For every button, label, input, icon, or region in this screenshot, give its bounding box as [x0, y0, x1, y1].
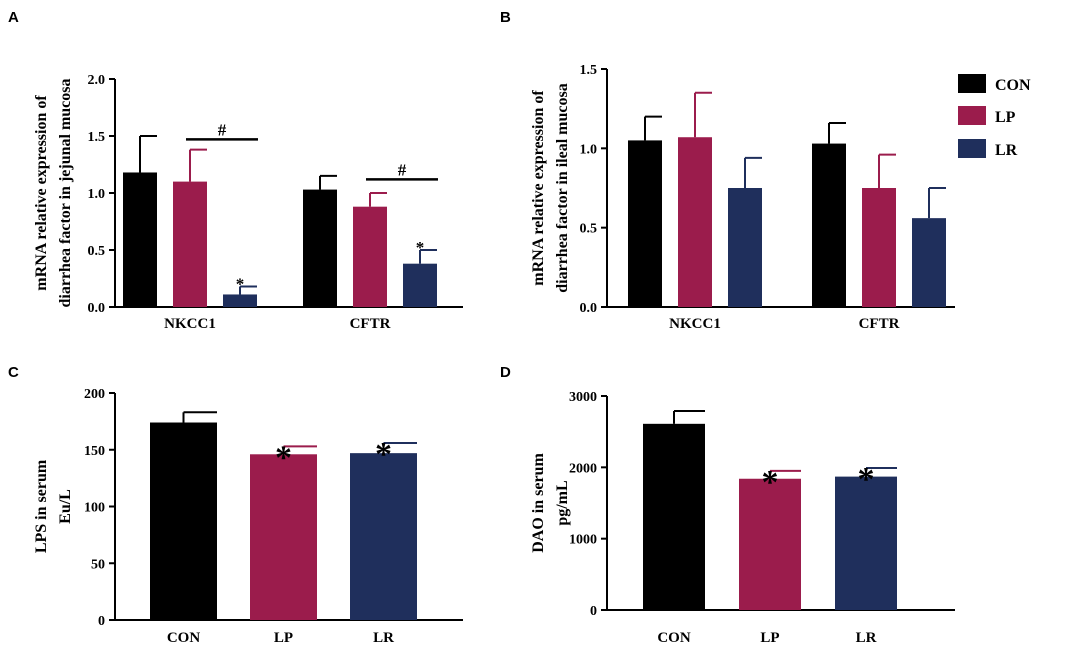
- legend: CON LP LR: [958, 74, 1031, 159]
- bar-b-cftr-lp: [862, 188, 896, 307]
- category-label-a: CFTR: [350, 316, 391, 332]
- y-tick-label-b: 1.0: [580, 142, 598, 157]
- significance-star-c: *: [375, 436, 392, 473]
- bar-a-nkcc1-lr: [223, 294, 257, 307]
- y-tick-label-c: 100: [84, 501, 105, 516]
- y-tick-label-d: 2000: [569, 461, 597, 476]
- y-axis-label-b: mRNA relative expression of: [530, 90, 547, 286]
- bar-b-cftr-lr: [912, 218, 946, 307]
- bar-a-cftr-lp: [353, 206, 387, 307]
- y-tick-label-c: 0: [98, 614, 105, 629]
- legend-swatch-lp: [958, 106, 986, 125]
- bar-d-lr: [835, 476, 897, 610]
- y-tick-label-d: 1000: [569, 533, 597, 548]
- y-axis-label-b: diarrhea factor in ileal mucosa: [554, 83, 571, 292]
- significance-hash-a: #: [398, 160, 407, 179]
- y-tick-label-d: 0: [590, 604, 597, 619]
- y-axis-label-c: Eu/L: [57, 489, 74, 524]
- y-tick-label-a: 1.0: [88, 187, 106, 202]
- y-axis-label-c: LPS in serum: [33, 459, 50, 553]
- legend-label-lp: LP: [995, 109, 1016, 126]
- significance-star-a: *: [236, 274, 245, 293]
- panel-letter-d: D: [500, 364, 511, 381]
- y-axis-label-d: DAO in serum: [530, 453, 547, 553]
- significance-star-a: *: [416, 238, 425, 257]
- legend-swatch-con: [958, 74, 986, 93]
- bar-b-nkcc1-con: [628, 140, 662, 307]
- panel-letter-c: C: [8, 364, 19, 381]
- bar-a-nkcc1-con: [123, 172, 157, 307]
- bar-a-nkcc1-lp: [173, 181, 207, 307]
- category-label-c: CON: [167, 630, 201, 646]
- bar-b-nkcc1-lr: [728, 188, 762, 307]
- category-label-c: LR: [373, 630, 394, 646]
- category-label-b: CFTR: [859, 316, 900, 332]
- panel-d: D 0 1000 2000 3000 DAO in serum pg/mL CON LP LR *…: [500, 364, 955, 646]
- category-label-a: NKCC1: [164, 316, 216, 332]
- panel-letter-b: B: [500, 9, 511, 26]
- bar-a-cftr-con: [303, 189, 337, 307]
- y-axis-label-d: pg/mL: [554, 480, 571, 525]
- y-tick-label-a: 1.5: [88, 130, 106, 145]
- bar-b-nkcc1-lp: [678, 137, 712, 307]
- category-label-d: LR: [856, 630, 877, 646]
- y-tick-label-a: 0.5: [88, 244, 106, 259]
- significance-star-d: *: [858, 461, 875, 498]
- y-tick-label-c: 50: [91, 557, 105, 572]
- y-axis-label-a: mRNA relative expression of: [33, 95, 50, 291]
- significance-star-c: *: [275, 439, 292, 476]
- panel-a: A 0.0 0.5 1.0 1.5 2.0 mRNA relative expressio…: [8, 9, 463, 332]
- category-label-d: LP: [760, 630, 779, 646]
- legend-swatch-lr: [958, 139, 986, 158]
- y-tick-label-c: 150: [84, 444, 105, 459]
- legend-label-lr: LR: [995, 142, 1018, 159]
- bar-c-lp: [250, 454, 317, 620]
- category-label-c: LP: [274, 630, 293, 646]
- y-tick-label-a: 2.0: [88, 73, 106, 88]
- panel-b: B 0.0 0.5 1.0 1.5 mRNA relative expression o…: [500, 9, 955, 332]
- y-tick-label-b: 0.5: [580, 222, 598, 237]
- bar-d-con: [643, 423, 705, 610]
- significance-hash-a: #: [218, 120, 227, 139]
- y-tick-label-b: 0.0: [580, 301, 598, 316]
- panel-letter-a: A: [8, 9, 19, 26]
- significance-star-d: *: [762, 464, 779, 501]
- y-tick-label-b: 1.5: [580, 63, 598, 78]
- category-label-b: NKCC1: [669, 316, 721, 332]
- y-tick-label-a: 0.0: [88, 301, 106, 316]
- bar-c-con: [150, 422, 217, 620]
- legend-label-con: CON: [995, 77, 1031, 94]
- panel-c: C 0 50 100 150 200 LPS in serum Eu/L CON LP LR * *: [8, 364, 463, 646]
- bar-b-cftr-con: [812, 143, 846, 307]
- bar-c-lr: [350, 453, 417, 620]
- category-label-d: CON: [657, 630, 691, 646]
- y-tick-label-c: 200: [84, 387, 105, 402]
- bar-d-lp: [739, 478, 801, 610]
- y-tick-label-d: 3000: [569, 390, 597, 405]
- bar-a-cftr-lr: [403, 263, 437, 307]
- y-axis-label-a: diarrhea factor in jejunal mucosa: [57, 78, 74, 307]
